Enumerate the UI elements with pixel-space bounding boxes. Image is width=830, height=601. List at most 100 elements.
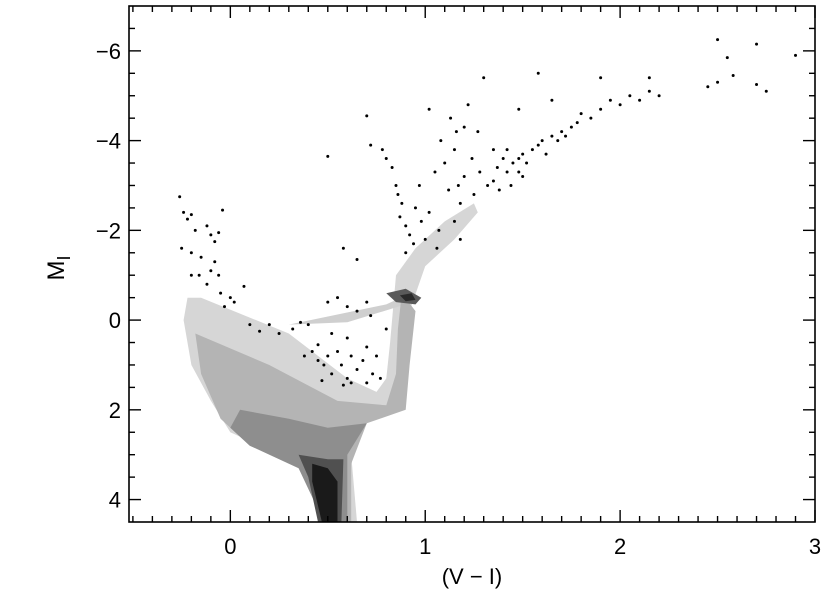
star-point xyxy=(349,354,353,358)
star-point xyxy=(242,284,246,288)
star-point xyxy=(447,188,451,192)
star-point xyxy=(716,38,720,42)
star-point xyxy=(199,255,203,259)
star-point xyxy=(511,161,515,165)
star-point xyxy=(476,130,480,134)
star-point xyxy=(579,112,583,116)
star-point xyxy=(365,300,369,304)
star-point xyxy=(505,148,509,152)
y-label-main: M xyxy=(43,261,70,281)
star-point xyxy=(412,242,416,246)
star-point xyxy=(517,157,521,161)
star-point xyxy=(361,358,365,362)
star-point xyxy=(599,107,603,111)
star-point xyxy=(205,224,209,228)
star-point xyxy=(316,358,320,362)
star-point xyxy=(575,121,579,125)
star-point xyxy=(608,98,612,102)
star-point xyxy=(449,116,453,120)
star-point xyxy=(345,305,349,309)
star-point xyxy=(213,240,217,244)
star-point xyxy=(330,372,334,376)
star-point xyxy=(310,349,314,353)
star-point xyxy=(706,85,710,89)
star-point xyxy=(517,107,521,111)
star-point xyxy=(495,166,499,170)
star-point xyxy=(336,349,340,353)
star-point xyxy=(589,116,593,120)
star-point xyxy=(435,246,439,250)
star-point xyxy=(472,192,476,196)
star-point xyxy=(404,224,408,228)
star-point xyxy=(205,282,209,286)
star-point xyxy=(618,103,622,107)
star-point xyxy=(394,183,398,187)
star-point xyxy=(521,152,525,156)
star-point xyxy=(530,148,534,152)
star-point xyxy=(322,363,326,367)
star-point xyxy=(330,332,334,336)
star-point xyxy=(189,251,193,255)
star-point xyxy=(384,327,388,331)
density-region xyxy=(399,293,416,302)
density-region xyxy=(288,290,416,325)
star-point xyxy=(794,53,798,57)
star-point xyxy=(413,206,417,210)
star-point xyxy=(755,42,759,46)
star-point xyxy=(437,228,441,232)
star-point xyxy=(316,343,320,347)
star-point xyxy=(462,125,466,129)
star-point xyxy=(556,139,560,143)
star-point xyxy=(521,175,525,179)
star-point xyxy=(375,354,379,358)
star-point xyxy=(306,323,310,327)
star-point xyxy=(443,161,447,165)
star-point xyxy=(458,201,462,205)
star-point xyxy=(291,327,295,331)
star-point xyxy=(398,215,402,219)
star-point xyxy=(341,383,345,387)
y-axis-label: MI xyxy=(43,255,74,280)
star-point xyxy=(540,139,544,143)
star-point xyxy=(180,246,184,250)
star-point xyxy=(731,74,735,78)
star-point xyxy=(404,251,408,255)
star-point xyxy=(248,323,252,327)
star-point xyxy=(628,94,632,98)
star-point xyxy=(501,157,505,161)
star-point xyxy=(536,143,540,147)
star-point xyxy=(536,71,540,75)
star-point xyxy=(569,125,573,129)
star-point xyxy=(550,134,554,138)
star-point xyxy=(193,228,197,232)
density-regions xyxy=(183,203,478,522)
star-point xyxy=(345,376,349,380)
star-point xyxy=(396,192,400,196)
star-point xyxy=(657,94,661,98)
star-point xyxy=(369,314,373,318)
y-tick-label: 0 xyxy=(109,308,121,333)
star-point xyxy=(217,273,221,277)
star-point xyxy=(638,98,642,102)
star-point xyxy=(217,231,221,235)
star-point xyxy=(482,76,486,80)
star-point xyxy=(320,379,324,383)
y-tick-label: −4 xyxy=(96,129,121,154)
star-point xyxy=(326,154,330,158)
star-point xyxy=(302,354,306,358)
star-point xyxy=(390,166,394,170)
star-point xyxy=(365,381,369,385)
star-point xyxy=(219,291,223,295)
star-point xyxy=(725,56,729,60)
x-tick-label: 2 xyxy=(614,534,626,559)
star-point xyxy=(716,80,720,84)
star-point xyxy=(299,320,302,324)
x-tick-label: 1 xyxy=(419,534,431,559)
star-point xyxy=(380,148,384,152)
star-point xyxy=(456,183,460,187)
star-point xyxy=(336,296,340,300)
star-point xyxy=(232,300,236,304)
star-point xyxy=(550,98,554,102)
star-point xyxy=(427,107,431,111)
star-point xyxy=(213,260,217,264)
